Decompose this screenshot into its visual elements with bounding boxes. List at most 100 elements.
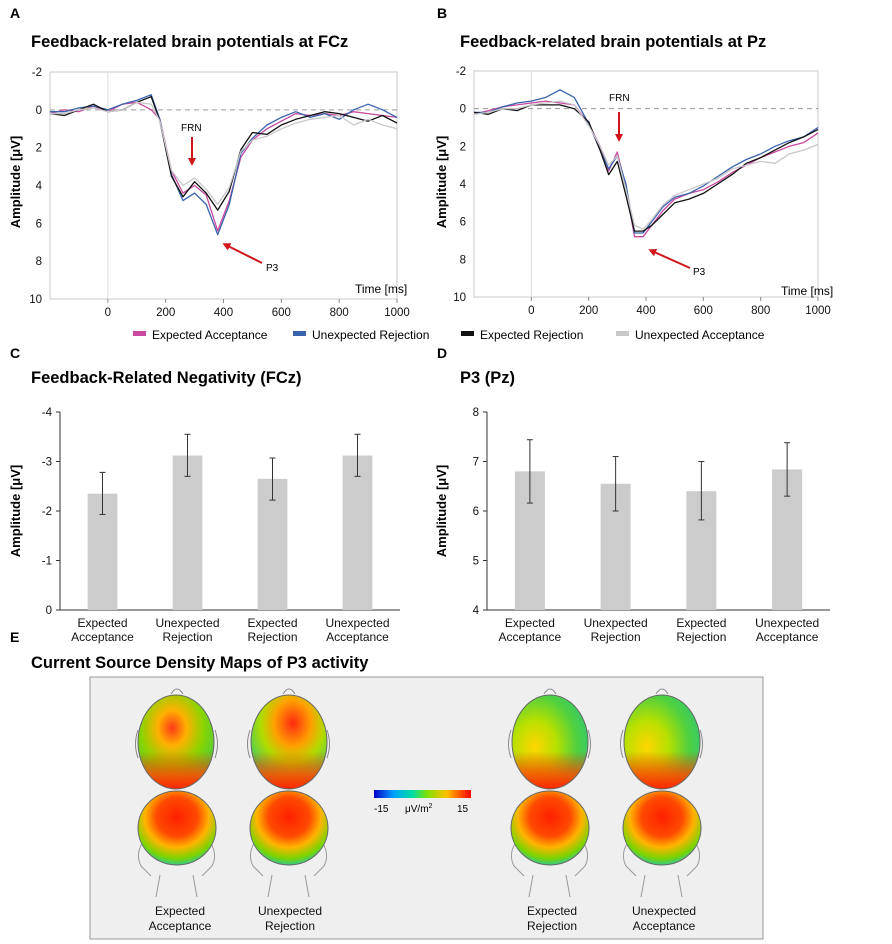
csd-label-3-line2: Rejection bbox=[527, 919, 577, 933]
x-tick-label: 1000 bbox=[384, 307, 410, 319]
p3-label-pz: P3 bbox=[693, 267, 706, 278]
y-tick-label: -2 bbox=[42, 506, 52, 518]
category-label: Unexpected bbox=[325, 616, 389, 630]
frn-label-pz: FRN bbox=[609, 93, 630, 104]
category-label: Rejection bbox=[591, 630, 641, 644]
y-tick-label: 7 bbox=[473, 457, 479, 469]
y-tick-label: 8 bbox=[473, 407, 479, 419]
y-axis-label-pz: Amplitude [μV] bbox=[434, 136, 449, 228]
category-label: Acceptance bbox=[326, 630, 389, 644]
series-line-expected-rejection bbox=[473, 104, 819, 232]
csd-top-unexpected-rejection bbox=[247, 688, 330, 790]
y-tick-label: 4 bbox=[460, 179, 467, 191]
csd-scale-max: 15 bbox=[457, 804, 469, 815]
nose-icon bbox=[655, 688, 669, 695]
ear-icon bbox=[326, 729, 330, 759]
x-tick-label: 800 bbox=[751, 305, 770, 317]
y-tick-label: 8 bbox=[460, 254, 466, 266]
x-axis-label-fcz: Time [ms] bbox=[355, 282, 407, 296]
category-label: Rejection bbox=[676, 630, 726, 644]
nose-icon bbox=[170, 688, 184, 695]
category-label: Expected bbox=[247, 616, 297, 630]
bar-expected-rejection bbox=[257, 478, 288, 610]
csd-label-4-line1: Unexpected bbox=[632, 904, 696, 918]
series-line-unexpected-rejection bbox=[50, 94, 398, 236]
legend-label-expected-rejection: Expected Rejection bbox=[480, 328, 583, 342]
csd-label-1-line2: Acceptance bbox=[149, 919, 212, 933]
series-line-unexpected-rejection bbox=[474, 89, 819, 234]
plot-frame bbox=[473, 70, 819, 298]
bar-unexpected-acceptance bbox=[342, 455, 373, 610]
x-tick-label: 0 bbox=[528, 305, 534, 317]
y-axis-label-p3-bars: Amplitude [μV] bbox=[434, 465, 449, 557]
y-tick-label: 4 bbox=[36, 181, 43, 193]
category-label: Expected bbox=[676, 616, 726, 630]
panel-letter-d: D bbox=[437, 345, 447, 361]
p3-arrow-pz bbox=[648, 248, 691, 269]
y-tick-label: 6 bbox=[473, 506, 479, 518]
legend-swatch-expected-rejection bbox=[461, 331, 474, 336]
csd-color-scale bbox=[374, 790, 471, 798]
series-line-unexpected-acceptance bbox=[50, 101, 398, 206]
category-label: Unexpected bbox=[155, 616, 219, 630]
category-label: Acceptance bbox=[71, 630, 134, 644]
y-tick-label: 0 bbox=[460, 104, 466, 116]
legend-label-expected-acceptance: Expected Acceptance bbox=[152, 328, 268, 342]
p3-arrow-fcz bbox=[222, 243, 263, 264]
legend-swatch-expected-acceptance bbox=[133, 331, 146, 336]
series-line-unexpected-acceptance bbox=[473, 100, 819, 230]
legend-swatch-unexpected-rejection bbox=[293, 331, 306, 336]
ear-icon bbox=[247, 729, 251, 759]
category-label: Expected bbox=[505, 616, 555, 630]
panel-letter-a: A bbox=[10, 5, 20, 21]
bar-chart-frn: 0-1-2-3-4ExpectedAcceptanceUnexpectedRej… bbox=[42, 407, 400, 644]
y-tick-label: -1 bbox=[42, 556, 52, 568]
nose-icon bbox=[543, 688, 557, 695]
y-axis-label-frn-bars: Amplitude [μV] bbox=[8, 465, 23, 557]
y-tick-label: -2 bbox=[456, 66, 466, 78]
series-line-expected-acceptance bbox=[49, 101, 398, 232]
bar-unexpected-rejection bbox=[172, 455, 203, 610]
csd-scale-min: -15 bbox=[374, 804, 389, 815]
csd-top-expected-rejection bbox=[508, 688, 591, 790]
y-tick-label: 6 bbox=[36, 218, 42, 230]
csd-scale-unit: μV/m2 bbox=[405, 803, 433, 815]
y-axis-label-fcz: Amplitude [μV] bbox=[8, 136, 23, 228]
legend-label-unexpected-acceptance: Unexpected Acceptance bbox=[635, 328, 765, 342]
category-label: Rejection bbox=[247, 630, 297, 644]
y-tick-label: 2 bbox=[36, 143, 42, 155]
x-tick-label: 800 bbox=[330, 307, 349, 319]
csd-label-3-line1: Expected bbox=[527, 904, 577, 918]
panel-letter-b: B bbox=[437, 5, 447, 21]
x-tick-label: 600 bbox=[272, 307, 291, 319]
category-label: Unexpected bbox=[584, 616, 648, 630]
ear-icon bbox=[699, 729, 703, 759]
legend-swatch-unexpected-acceptance bbox=[616, 331, 629, 336]
y-tick-label: 6 bbox=[460, 217, 466, 229]
y-tick-label: 0 bbox=[36, 105, 42, 117]
x-tick-label: 400 bbox=[636, 305, 655, 317]
y-tick-label: 2 bbox=[460, 141, 466, 153]
legend: Expected Acceptance Unexpected Rejection… bbox=[133, 328, 765, 342]
y-tick-label: -2 bbox=[32, 67, 42, 79]
y-tick-label: 0 bbox=[46, 605, 52, 617]
csd-label-2-line1: Unexpected bbox=[258, 904, 322, 918]
nose-icon bbox=[282, 688, 296, 695]
csd-label-2-line2: Rejection bbox=[265, 919, 315, 933]
y-tick-label: -3 bbox=[42, 457, 52, 469]
ear-icon bbox=[214, 729, 218, 759]
category-label: Expected bbox=[77, 616, 127, 630]
category-label: Unexpected bbox=[755, 616, 819, 630]
x-axis-label-pz: Time [ms] bbox=[781, 284, 833, 298]
panel-a-title: Feedback-related brain potentials at FCz bbox=[31, 33, 348, 51]
ear-icon bbox=[135, 729, 139, 759]
csd-back-expected-rejection bbox=[510, 790, 590, 898]
csd-label-4-line2: Acceptance bbox=[633, 919, 696, 933]
csd-label-1-line1: Expected bbox=[155, 904, 205, 918]
y-tick-label: -4 bbox=[42, 407, 53, 419]
p3-label-fcz: P3 bbox=[266, 263, 279, 274]
y-tick-label: 10 bbox=[453, 292, 466, 304]
ear-icon bbox=[587, 729, 591, 759]
category-label: Rejection bbox=[162, 630, 212, 644]
erp-chart-fcz: -2 0 2 4 6 8 10 0 200 400 600 800 1000 bbox=[29, 67, 410, 319]
